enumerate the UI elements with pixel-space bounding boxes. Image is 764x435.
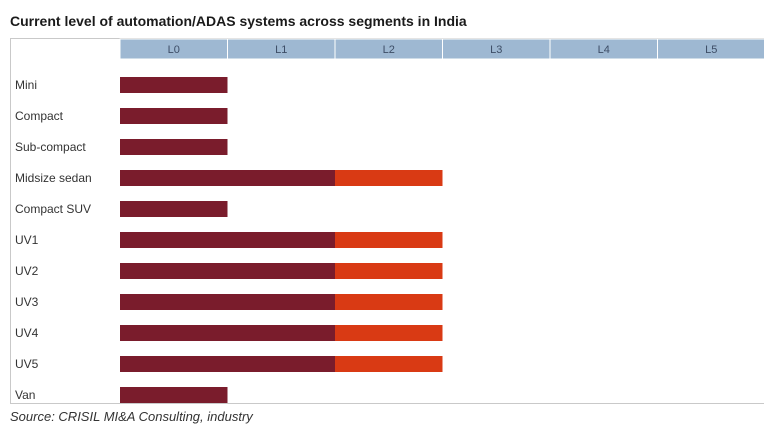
bar-uv1-segment-2: [335, 232, 443, 248]
category-label-uv5: UV5: [15, 357, 39, 371]
bar-van-segment-1: [120, 387, 228, 403]
level-label-l0: L0: [168, 44, 180, 56]
category-label-uv4: UV4: [15, 326, 39, 340]
bar-uv1-segment-1: [120, 232, 335, 248]
chart-title: Current level of automation/ADAS systems…: [10, 13, 467, 29]
bar-uv4-segment-2: [335, 325, 443, 341]
category-label-mini: Mini: [15, 78, 37, 92]
level-label-l1: L1: [275, 44, 287, 56]
category-label-midsize-sedan: Midsize sedan: [15, 171, 92, 185]
bar-uv3-segment-2: [335, 294, 443, 310]
level-label-l5: L5: [705, 44, 717, 56]
chart-source: Source: CRISIL MI&A Consulting, industry: [10, 409, 253, 424]
bar-compact-suv-segment-1: [120, 201, 228, 217]
category-label-uv3: UV3: [15, 295, 39, 309]
bar-midsize-sedan-segment-2: [335, 170, 443, 186]
bar-uv2-segment-2: [335, 263, 443, 279]
bar-uv4-segment-1: [120, 325, 335, 341]
bar-sub-compact-segment-1: [120, 139, 228, 155]
bar-compact-segment-1: [120, 108, 228, 124]
category-label-uv1: UV1: [15, 233, 39, 247]
category-label-uv2: UV2: [15, 264, 39, 278]
level-label-l3: L3: [490, 44, 502, 56]
category-label-compact-suv: Compact SUV: [15, 202, 91, 216]
bar-uv5-segment-2: [335, 356, 443, 372]
bar-mini-segment-1: [120, 77, 228, 93]
level-label-l4: L4: [598, 44, 610, 56]
category-label-sub-compact: Sub-compact: [15, 140, 86, 154]
bar-uv5-segment-1: [120, 356, 335, 372]
category-label-compact: Compact: [15, 109, 64, 123]
bar-uv3-segment-1: [120, 294, 335, 310]
level-label-l2: L2: [383, 44, 395, 56]
category-label-van: Van: [15, 388, 35, 402]
level-header-l5: [657, 38, 764, 60]
bar-midsize-sedan-segment-1: [120, 170, 335, 186]
bar-uv2-segment-1: [120, 263, 335, 279]
